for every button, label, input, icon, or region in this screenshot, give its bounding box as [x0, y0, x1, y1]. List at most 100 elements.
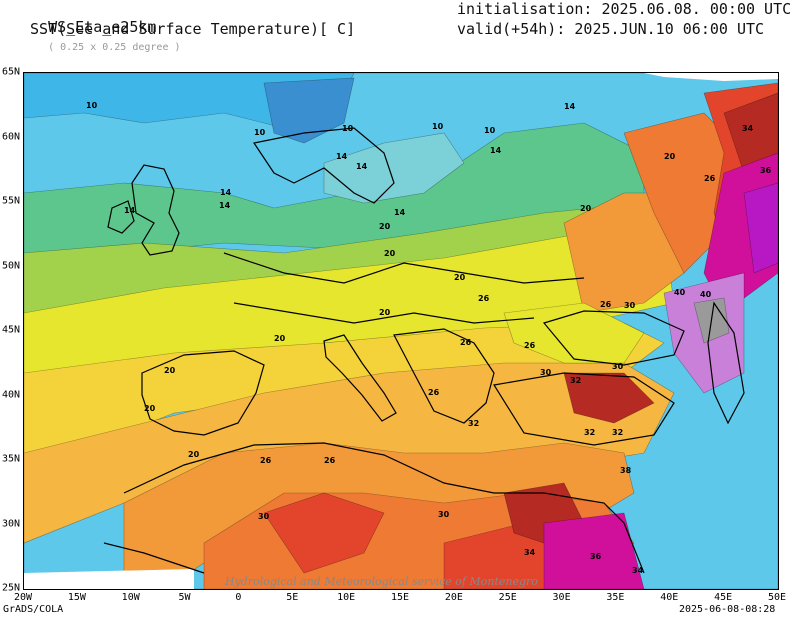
contour-label: 32: [612, 428, 623, 437]
x-tick-label: 5E: [286, 592, 299, 603]
contour-label: 40: [700, 290, 712, 299]
contour-label: 20: [274, 334, 286, 343]
balkans-coast: [393, 328, 495, 424]
contour-label: 26: [260, 456, 272, 465]
contour-label: 26: [704, 174, 716, 183]
watermark: Hydrological and Meteorological service …: [225, 575, 538, 588]
temperature-band: [723, 92, 778, 174]
domain-mask: [644, 73, 778, 81]
temperature-band: [543, 512, 645, 589]
contour-label: 34: [632, 566, 644, 575]
contour-label: 10: [484, 126, 496, 135]
x-tick-label: 50E: [767, 592, 787, 603]
caspian-coast: [707, 301, 745, 425]
italy-coast: [323, 334, 397, 422]
contour-label: 20: [454, 273, 466, 282]
x-tick-label: 0: [235, 592, 242, 603]
contour-label: 26: [324, 456, 336, 465]
temperature-band: [503, 302, 645, 364]
y-tick-label: 40N: [2, 389, 21, 400]
x-tick-label: 40E: [660, 592, 679, 603]
contour-label: 20: [188, 450, 200, 459]
contour-label: 34: [742, 124, 754, 133]
y-tick-label: 50N: [2, 260, 21, 271]
continental-border: [233, 302, 535, 324]
contour-label: 30: [438, 510, 450, 519]
model-name: WS_Eta_e25km: [48, 18, 157, 36]
contour-label: 32: [570, 376, 581, 385]
contour-label: 32: [468, 419, 479, 428]
x-tick-label: 20W: [13, 592, 33, 603]
contour-label: 26: [524, 341, 536, 350]
field-title: SST(See and Surface Temperature)[ C]: [30, 20, 356, 38]
y-tick-label: 60N: [2, 131, 21, 142]
contour-label: 40: [674, 288, 686, 297]
x-tick-label: 10W: [121, 592, 140, 603]
contour-label: 38: [620, 466, 632, 475]
contour-label: 14: [490, 146, 502, 155]
contour-label: 30: [258, 512, 270, 521]
y-tick-label: 25N: [2, 582, 21, 594]
british-isles-coast: [131, 164, 180, 256]
contour-label: 26: [478, 294, 490, 303]
contour-label: 26: [600, 300, 612, 309]
contour-label: 20: [379, 222, 391, 231]
y-tick-label: 45N: [2, 324, 21, 336]
contour-label: 14: [356, 162, 368, 171]
contour-label: 14: [124, 206, 136, 215]
black-sea-coast: [542, 310, 685, 366]
valid-time: valid(+54h): 2025.JUN.10 06:00 UTC: [457, 20, 765, 38]
initialisation-time: initialisation: 2025.06.08. 00:00 UTC: [457, 0, 792, 18]
x-tick-label: 20E: [444, 592, 463, 603]
y-tick-label: 30N: [2, 518, 21, 529]
x-tick-label: 25E: [498, 592, 517, 603]
contour-label: 14: [336, 152, 348, 161]
contour-label: 10: [432, 122, 444, 131]
temperature-band: [263, 77, 355, 144]
contour-label: 26: [460, 338, 472, 347]
ireland-coast: [107, 200, 135, 234]
contour-label: 14: [220, 188, 232, 197]
temperature-band: [323, 132, 465, 204]
continental-border: [103, 542, 205, 574]
x-tick-label: 10E: [337, 592, 356, 603]
anatolia-coast: [493, 372, 675, 446]
x-tick-label: 45E: [714, 592, 733, 603]
contour-label: 20: [384, 249, 396, 258]
contour-label: 14: [219, 201, 231, 210]
scandinavia-coast: [253, 127, 395, 204]
x-tick-label: 35E: [606, 592, 625, 603]
iberia-coast: [141, 350, 265, 436]
contour-label: 26: [428, 388, 440, 397]
x-tick-label: 30E: [552, 592, 571, 603]
contour-label: 30: [612, 362, 624, 371]
coastlines: [103, 127, 745, 574]
africa-coast: [123, 442, 645, 574]
contour-label: 36: [760, 166, 772, 175]
contour-label: 36: [590, 552, 602, 561]
x-tick-label: 5W: [178, 592, 191, 603]
contour-label: 10: [254, 128, 266, 137]
contour-label: 20: [164, 366, 176, 375]
domain-mask: [24, 569, 194, 589]
contour-label: 10: [342, 124, 354, 133]
y-tick-label: 65N: [2, 66, 21, 78]
contour-label: 32: [584, 428, 595, 437]
continental-border: [223, 252, 585, 284]
x-tick-label: 15W: [67, 592, 86, 603]
x-tick-label: 15E: [390, 592, 410, 603]
footer-left: GrADS/COLA: [3, 604, 64, 615]
contour-label: 14: [394, 208, 406, 217]
temperature-band: [743, 182, 778, 274]
contour-label: 20: [580, 204, 592, 213]
contour-label: 30: [540, 368, 552, 377]
contour-label: 20: [144, 404, 156, 413]
contour-label: 10: [86, 101, 98, 110]
y-tick-label: 35N: [2, 453, 21, 465]
contour-label: 34: [524, 548, 536, 557]
contour-label: 30: [624, 301, 636, 310]
temperature-bands: [24, 73, 778, 589]
temperature-band: [263, 492, 385, 574]
